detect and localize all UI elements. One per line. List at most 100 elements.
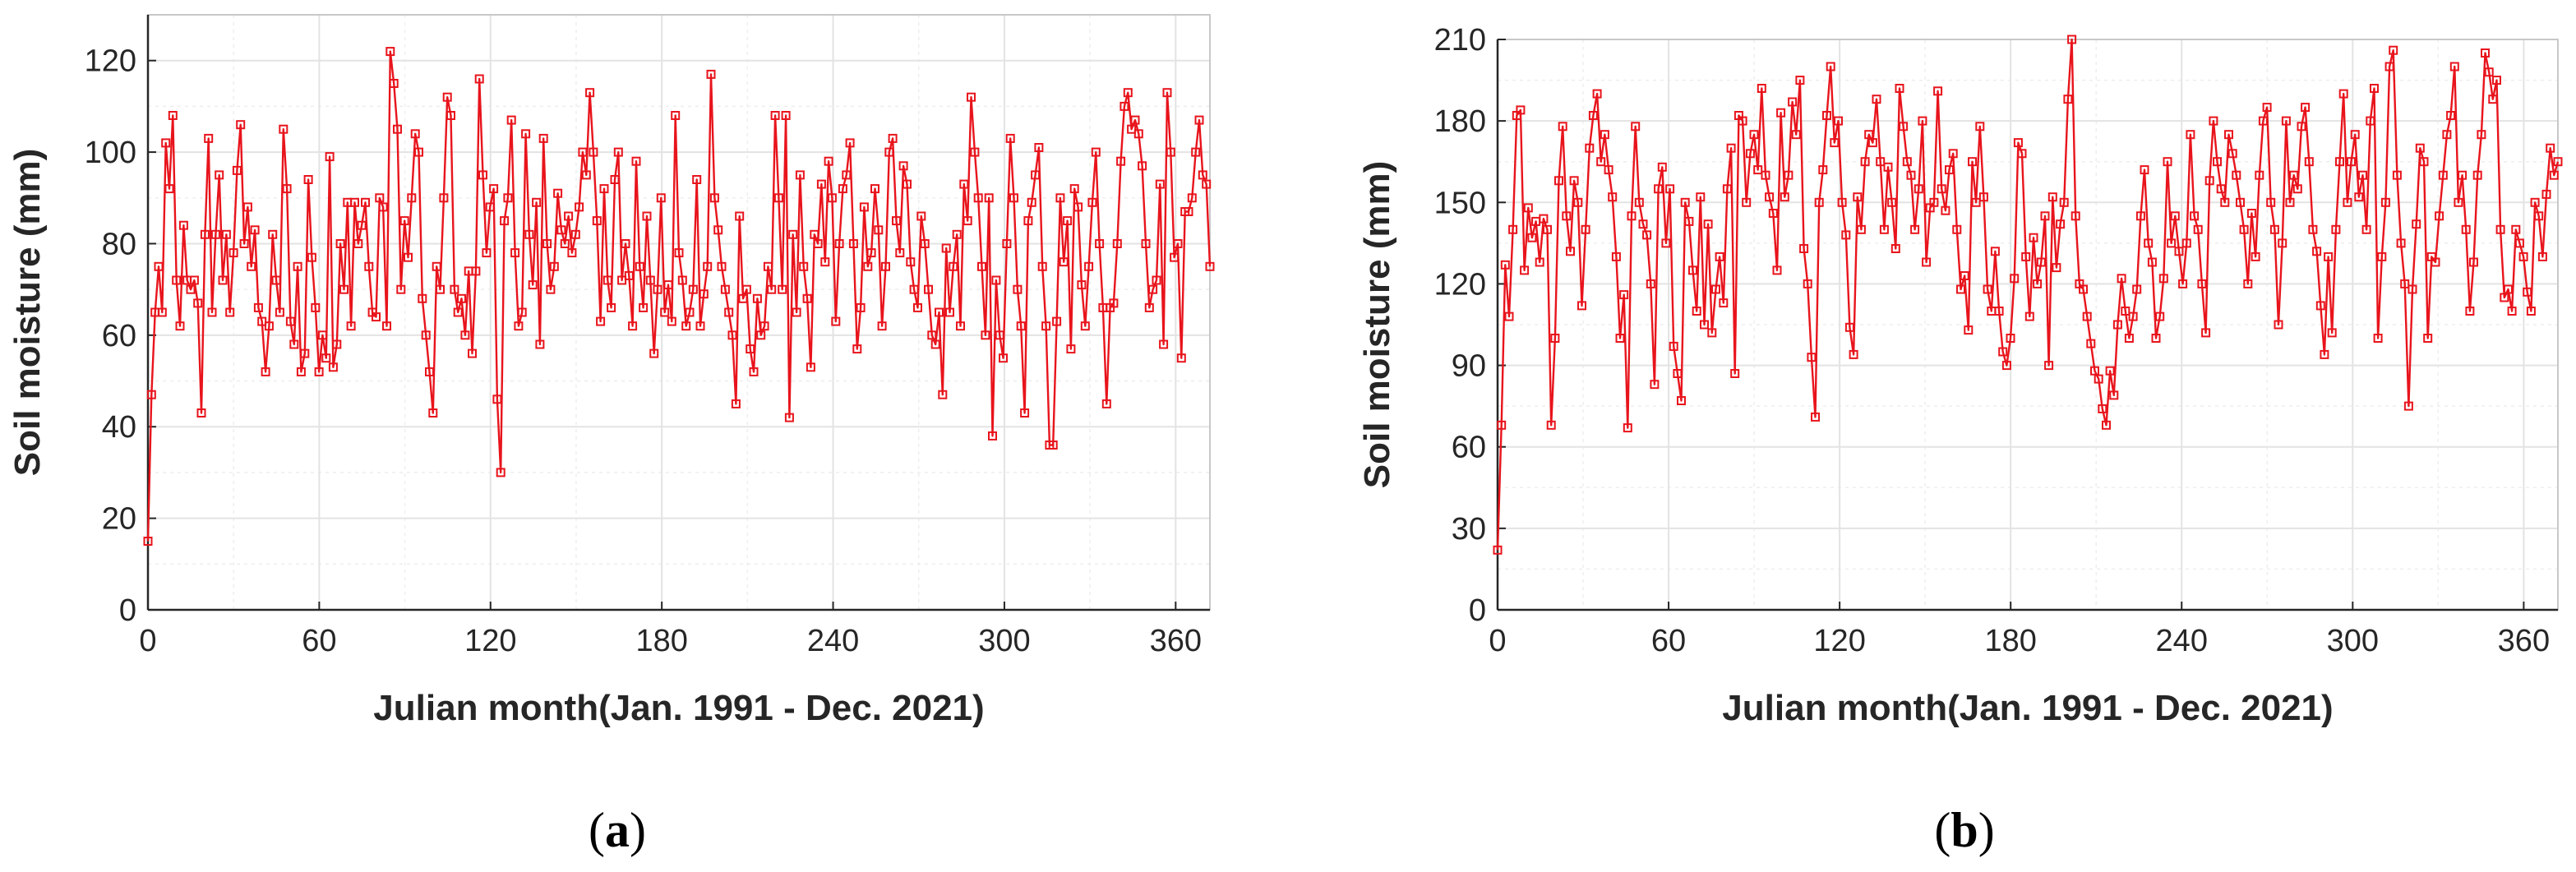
data-point-marker bbox=[677, 275, 687, 285]
data-point-marker bbox=[2530, 197, 2540, 207]
data-point-marker bbox=[935, 307, 944, 317]
data-point-marker bbox=[2128, 311, 2138, 321]
data-point-marker bbox=[1726, 143, 1736, 153]
data-point-marker bbox=[446, 111, 455, 120]
data-point-marker bbox=[1066, 344, 1076, 354]
data-point-marker bbox=[1849, 349, 1858, 359]
data-point-marker bbox=[770, 111, 780, 120]
data-point-marker bbox=[2514, 238, 2524, 248]
data-point-marker bbox=[264, 321, 274, 331]
data-point-marker bbox=[2278, 238, 2287, 248]
data-point-marker bbox=[2251, 251, 2260, 261]
data-point-marker bbox=[866, 248, 876, 258]
data-point-marker bbox=[671, 111, 681, 120]
data-point-marker bbox=[1844, 322, 1854, 332]
data-point-marker bbox=[999, 353, 1008, 363]
data-point-marker bbox=[727, 330, 737, 340]
data-point-marker bbox=[257, 316, 267, 326]
data-point-marker bbox=[1814, 197, 1824, 207]
data-point-marker bbox=[542, 239, 552, 248]
data-point-marker bbox=[396, 284, 406, 294]
data-point-marker bbox=[1623, 423, 1632, 433]
data-point-marker bbox=[2010, 274, 2020, 284]
data-point-marker bbox=[1095, 239, 1105, 248]
data-point-marker bbox=[560, 239, 570, 248]
data-point-marker bbox=[311, 302, 321, 312]
y-axis-label: Soil moisture (mm) bbox=[7, 149, 48, 477]
data-point-marker bbox=[1968, 157, 1977, 167]
data-point-marker bbox=[2029, 233, 2038, 242]
data-point-marker bbox=[592, 216, 602, 226]
data-point-marker bbox=[442, 92, 452, 102]
x-tick-label: 0 bbox=[1489, 624, 1506, 658]
data-point-marker bbox=[350, 197, 359, 207]
data-point-marker bbox=[888, 133, 898, 143]
data-point-marker bbox=[1170, 252, 1180, 262]
data-point-marker bbox=[1902, 157, 1912, 167]
data-point-marker bbox=[2082, 311, 2092, 321]
data-point-marker bbox=[1722, 184, 1732, 194]
data-point-marker bbox=[589, 147, 598, 157]
data-point-marker bbox=[1700, 320, 1709, 330]
data-point-marker bbox=[2354, 192, 2364, 202]
data-point-marker bbox=[1554, 176, 1563, 186]
data-point-marker bbox=[995, 330, 1004, 340]
data-point-marker bbox=[2507, 307, 2517, 316]
data-point-marker bbox=[1615, 334, 1625, 343]
data-point-marker bbox=[382, 321, 391, 331]
data-point-marker bbox=[1860, 157, 1870, 167]
data-point-marker bbox=[767, 284, 777, 294]
plot-frame bbox=[147, 14, 1211, 611]
data-point-marker bbox=[353, 239, 363, 248]
data-point-marker bbox=[1899, 122, 1909, 131]
data-point-marker bbox=[763, 261, 773, 271]
data-point-marker bbox=[1975, 122, 1985, 131]
data-point-marker bbox=[1971, 197, 1981, 207]
data-point-marker bbox=[1669, 341, 1678, 351]
y-tick-label: 60 bbox=[102, 319, 136, 353]
data-point-marker bbox=[827, 193, 837, 203]
data-point-marker bbox=[1761, 170, 1770, 180]
y-tick-label: 40 bbox=[102, 410, 136, 445]
data-point-marker bbox=[271, 275, 281, 285]
data-point-marker bbox=[2442, 130, 2452, 140]
data-point-marker bbox=[1138, 161, 1147, 171]
data-point-marker bbox=[1998, 347, 2008, 357]
data-point-marker bbox=[317, 330, 327, 340]
data-point-marker bbox=[792, 307, 801, 317]
data-point-marker bbox=[1148, 284, 1158, 294]
data-point-marker bbox=[1742, 197, 1752, 207]
data-point-marker bbox=[2021, 251, 2031, 261]
data-point-marker bbox=[186, 284, 196, 294]
data-point-marker bbox=[1657, 162, 1667, 172]
data-point-marker bbox=[1826, 62, 1835, 72]
data-point-marker bbox=[1023, 216, 1033, 226]
data-point-marker bbox=[1738, 116, 1747, 126]
data-point-marker bbox=[2454, 197, 2463, 207]
data-point-marker bbox=[927, 330, 937, 340]
data-point-marker bbox=[285, 316, 295, 326]
data-point-marker bbox=[1041, 321, 1051, 331]
data-point-marker bbox=[1539, 214, 1549, 224]
data-point-marker bbox=[2209, 116, 2218, 126]
data-point-marker bbox=[756, 330, 766, 340]
y-axis-label: Soil moisture (mm) bbox=[1357, 161, 1397, 489]
data-point-marker bbox=[1013, 284, 1023, 294]
data-point-marker bbox=[2380, 197, 2390, 207]
data-point-marker bbox=[1523, 203, 1533, 213]
data-point-marker bbox=[2338, 89, 2348, 99]
data-point-marker bbox=[1654, 184, 1664, 194]
data-point-marker bbox=[2102, 420, 2111, 430]
data-point-marker bbox=[1768, 209, 1778, 218]
data-point-marker bbox=[247, 261, 256, 271]
data-point-marker bbox=[681, 321, 691, 331]
data-point-marker bbox=[2361, 224, 2371, 234]
data-point-marker bbox=[296, 367, 306, 376]
data-point-marker bbox=[1497, 420, 1507, 430]
data-point-marker bbox=[1002, 239, 1012, 248]
data-point-marker bbox=[2423, 334, 2433, 343]
data-point-marker bbox=[538, 133, 548, 143]
data-point-marker bbox=[532, 197, 542, 207]
data-point-marker bbox=[920, 239, 930, 248]
data-point-marker bbox=[1608, 192, 1618, 202]
